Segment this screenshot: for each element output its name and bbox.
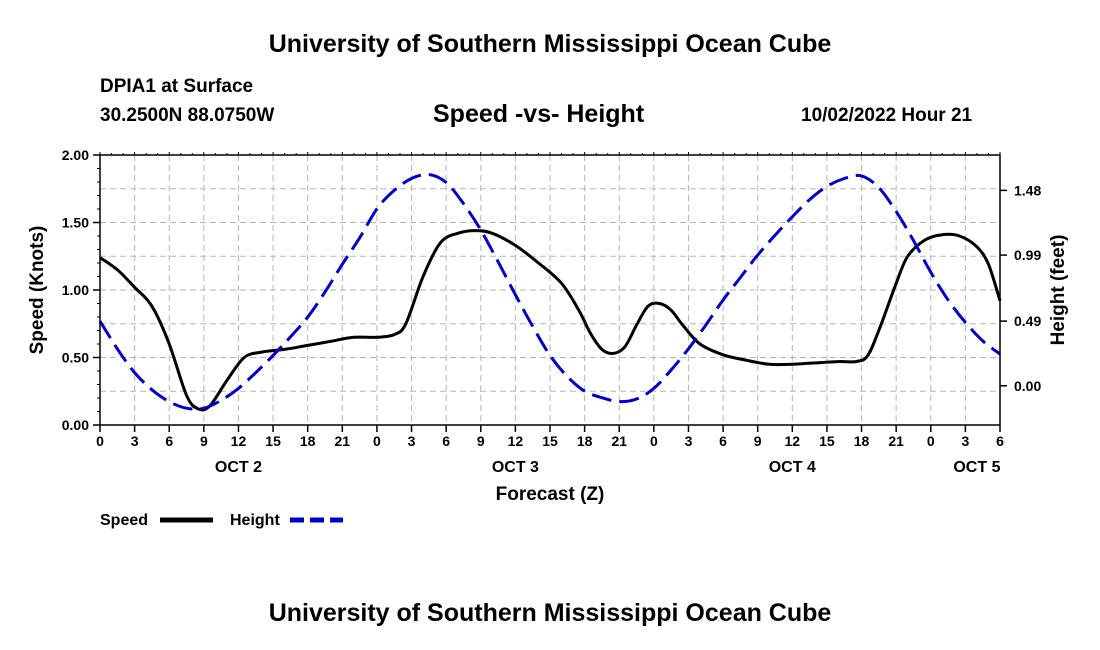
footer-title: University of Southern Mississippi Ocean… (268, 599, 832, 627)
y-tick-label: 0.00 (62, 417, 89, 433)
x-tick-label: 15 (265, 433, 281, 449)
x-tick-label: 12 (508, 433, 524, 449)
x-tick-label: 6 (719, 433, 727, 449)
x-tick-label: 3 (408, 433, 416, 449)
x-tick-label: 18 (854, 433, 870, 449)
x-tick-label: 21 (611, 433, 627, 449)
x-tick-label: 9 (754, 433, 762, 449)
x-axis-label: Forecast (Z) (496, 484, 605, 505)
main-title: University of Southern Mississippi Ocean… (268, 30, 832, 58)
y-tick-label: 1.50 (62, 215, 89, 231)
x-day-label: OCT 4 (769, 459, 816, 476)
x-tick-label: 18 (300, 433, 316, 449)
x-day-label: OCT 3 (492, 459, 539, 476)
x-tick-label: 15 (542, 433, 558, 449)
series-line-speed (99, 229, 1002, 412)
x-tick-label: 21 (335, 433, 351, 449)
y-tick-label: 0.50 (62, 350, 89, 366)
station-coords: 30.2500N 88.0750W (100, 105, 275, 126)
y2-tick-label: 0.00 (1014, 378, 1041, 394)
station-name: DPIA1 at Surface (100, 76, 254, 97)
grid (100, 155, 1000, 425)
y2-tick-label: 0.99 (1014, 247, 1041, 263)
series-line-height (98, 172, 1001, 411)
x-tick-label: 3 (961, 433, 969, 449)
series-layer (98, 172, 1002, 412)
x-tick-label: 12 (785, 433, 801, 449)
x-tick-label: 9 (200, 433, 208, 449)
x-tick-label: 15 (819, 433, 835, 449)
forecast-datetime: 10/02/2022 Hour 21 (801, 105, 973, 126)
x-tick-label: 6 (996, 433, 1004, 449)
x-tick-label: 0 (927, 433, 935, 449)
axes: 0 3 6 9 12 15 18 21 0 3 6 9 12 15 18 21 0 3 6 9 12 15 18 21 0 3 6 O… (62, 147, 1042, 476)
x-day-label: OCT 2 (215, 459, 262, 476)
x-tick-label: 21 (888, 433, 904, 449)
x-tick-label: 0 (96, 433, 104, 449)
y-axis-label-left: Speed (Knots) (27, 226, 48, 355)
y2-tick-label: 1.48 (1014, 182, 1041, 198)
x-tick-label: 6 (442, 433, 450, 449)
x-day-label: OCT 5 (953, 459, 1000, 476)
x-tick-label: 12 (231, 433, 247, 449)
legend: Speed Height (100, 512, 343, 529)
x-tick-label: 18 (577, 433, 593, 449)
x-tick-label: 9 (477, 433, 485, 449)
x-tick-label: 0 (373, 433, 381, 449)
x-tick-label: 0 (650, 433, 658, 449)
legend-label-speed: Speed (100, 512, 148, 529)
chart-title: Speed -vs- Height (433, 100, 645, 128)
legend-label-height: Height (230, 512, 280, 529)
x-tick-label: 6 (165, 433, 173, 449)
y-tick-label: 1.00 (62, 282, 89, 298)
x-tick-label: 3 (131, 433, 139, 449)
x-tick-label: 3 (685, 433, 693, 449)
y2-tick-label: 0.49 (1014, 313, 1041, 329)
y-tick-label: 2.00 (62, 147, 89, 163)
y-axis-label-right: Height (feet) (1048, 235, 1069, 346)
